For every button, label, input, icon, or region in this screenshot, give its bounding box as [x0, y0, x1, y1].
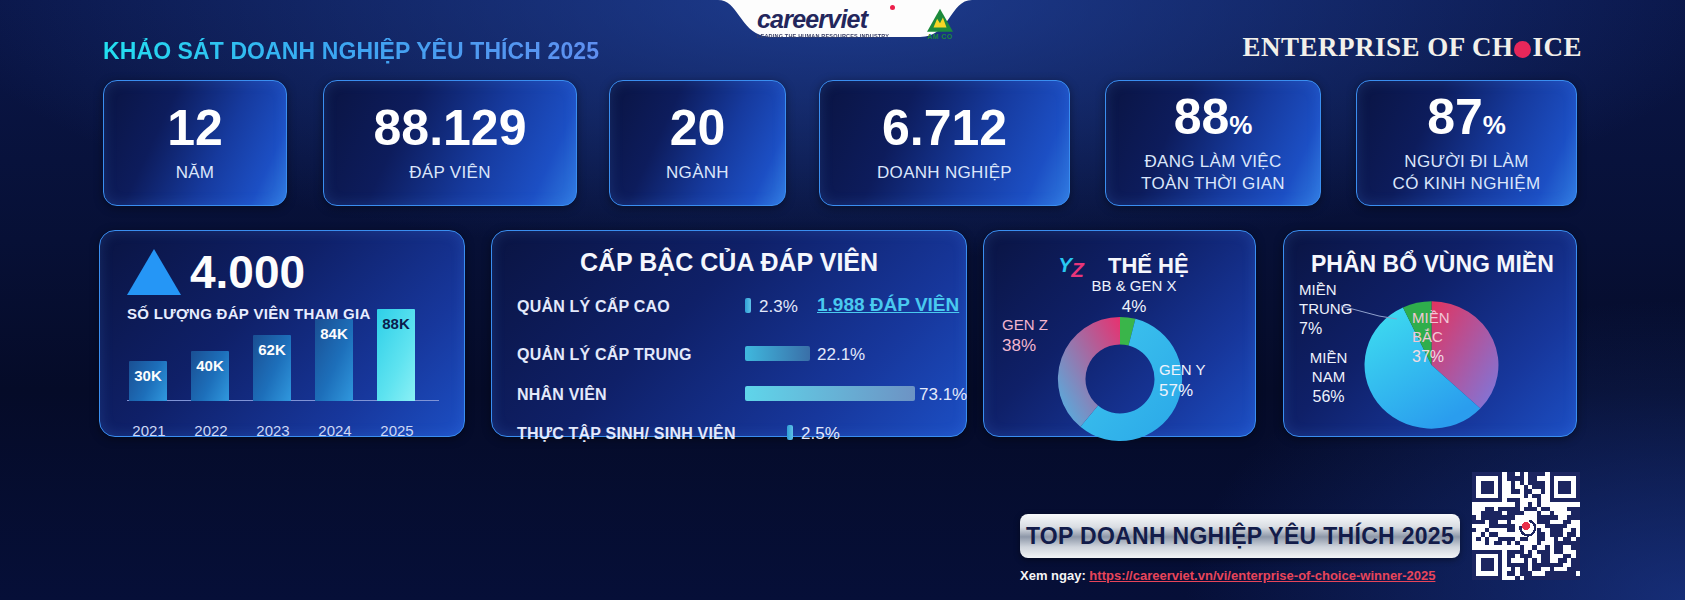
svg-text:Z: Z: [1070, 258, 1085, 279]
